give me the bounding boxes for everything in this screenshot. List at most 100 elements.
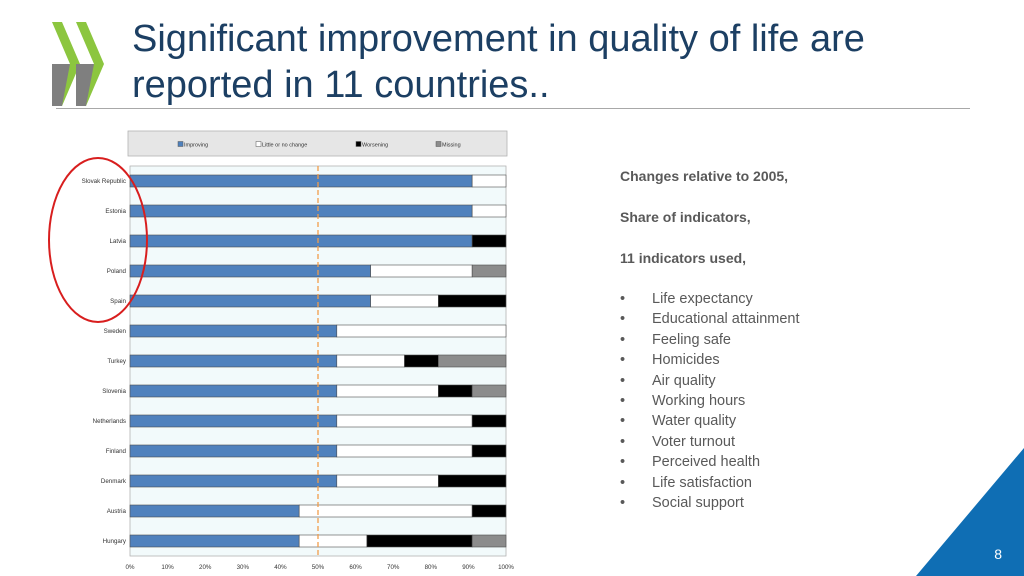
y-tick-label: Spain [110, 298, 126, 305]
bar-segment [404, 354, 439, 368]
x-tick-label: 100% [498, 564, 514, 571]
bullet-icon: • [620, 413, 626, 430]
indicator-item: • Air quality [620, 371, 950, 391]
indicator-label: Life satisfaction [652, 474, 752, 491]
bar-segment [129, 504, 300, 518]
bar-segment [471, 384, 507, 398]
y-tick-label: Estonia [105, 208, 126, 215]
y-tick-label: Austria [107, 508, 127, 515]
indicator-item: • Educational attainment [620, 309, 950, 329]
indicator-label: Social support [652, 494, 744, 511]
indicator-label: Voter turnout [652, 433, 736, 450]
bar-segment [471, 504, 507, 518]
bar-segment [129, 444, 338, 458]
corner-triangle [916, 448, 1024, 576]
x-tick-label: 60% [349, 564, 362, 571]
indicator-item: • Life satisfaction [620, 473, 950, 493]
bar-segment [471, 534, 507, 548]
logo-chevron-green-left [52, 22, 80, 106]
bar-segment [129, 384, 338, 398]
y-tick-label: Slovak Republic [82, 178, 126, 185]
x-tick-label: 70% [387, 564, 400, 571]
bar-segment [336, 444, 473, 458]
legend-box [127, 130, 508, 157]
bar-segment [438, 354, 507, 368]
bar-segment [438, 474, 507, 488]
y-tick-label: Sweden [104, 328, 127, 335]
bar-segment [129, 294, 371, 308]
note-baseline: Changes relative to 2005, [620, 168, 789, 184]
x-tick-label: 10% [161, 564, 174, 571]
legend-label: Worsening [362, 143, 388, 149]
bar-segment [129, 534, 300, 548]
legend-swatch [355, 141, 362, 147]
bullet-icon: • [620, 392, 626, 409]
bullet-icon: • [620, 454, 626, 471]
x-tick-label: 80% [425, 564, 438, 571]
bar-segment [336, 384, 439, 398]
bar-segment [370, 264, 473, 278]
legend-swatch [255, 141, 262, 147]
bar-segment [129, 174, 473, 188]
x-tick-label: 30% [237, 564, 250, 571]
indicator-item: • Social support [620, 493, 950, 513]
indicator-label: Water quality [652, 413, 737, 430]
indicator-label: Working hours [652, 392, 746, 409]
indicator-label: Air quality [652, 372, 716, 389]
x-tick-label: 90% [462, 564, 475, 571]
indicator-item: • Water quality [620, 411, 950, 431]
y-tick-label: Slovenia [102, 388, 126, 395]
legend-swatch [177, 141, 184, 147]
note-measure: Share of indicators, [620, 209, 751, 225]
bar-segment [370, 294, 439, 308]
x-tick-label: 0% [126, 564, 135, 571]
indicator-label: Educational attainment [652, 311, 800, 328]
bar-segment [129, 324, 338, 338]
y-tick-label: Poland [107, 268, 127, 275]
indicator-item: • Working hours [620, 391, 950, 411]
legend-label: Missing [442, 143, 461, 149]
indicator-list: • Life expectancy • Educational attainment •… [620, 289, 950, 513]
bar-segment [129, 474, 338, 488]
bullet-icon: • [620, 311, 626, 328]
y-tick-label: Hungary [103, 538, 127, 545]
bar-segment [438, 294, 507, 308]
bar-segment [336, 324, 507, 338]
bullet-icon: • [620, 352, 626, 369]
indicator-item: • Life expectancy [620, 289, 950, 309]
bar-segment [471, 234, 507, 248]
indicator-item: • Perceived health [620, 452, 950, 472]
bar-segment [129, 264, 371, 278]
indicator-label: Life expectancy [652, 291, 753, 307]
y-tick-label: Netherlands [93, 418, 126, 425]
bullet-icon: • [620, 494, 626, 511]
bar-segment [298, 504, 473, 518]
y-tick-label: Latvia [109, 238, 126, 245]
legend-swatch [435, 141, 442, 147]
title-divider [56, 108, 970, 109]
x-tick-label: 40% [274, 564, 287, 571]
logo-chevron-green-right [76, 22, 104, 106]
logo-chevron-gray-left [52, 64, 70, 106]
legend-label: Improving [184, 143, 208, 149]
bullet-icon: • [620, 372, 626, 389]
indicator-label: Feeling safe [652, 331, 731, 348]
logo-chevron-gray-right [76, 64, 94, 106]
indicator-label: Perceived health [652, 454, 761, 471]
y-tick-label: Finland [106, 448, 127, 455]
oecd-logo [52, 22, 112, 106]
bullet-icon: • [620, 331, 626, 348]
indicator-item: • Homicides [620, 350, 950, 370]
bar-segment [336, 354, 405, 368]
bar-segment [366, 534, 473, 548]
bullet-icon: • [620, 291, 626, 307]
page-number: 8 [994, 546, 1002, 562]
bullet-icon: • [620, 433, 626, 450]
indicator-item: • Voter turnout [620, 432, 950, 452]
bullet-icon: • [620, 474, 626, 491]
bar-segment [298, 534, 368, 548]
bar-segment [471, 204, 507, 218]
legend-label: Little or no change [262, 143, 307, 149]
bar-segment [471, 174, 507, 188]
